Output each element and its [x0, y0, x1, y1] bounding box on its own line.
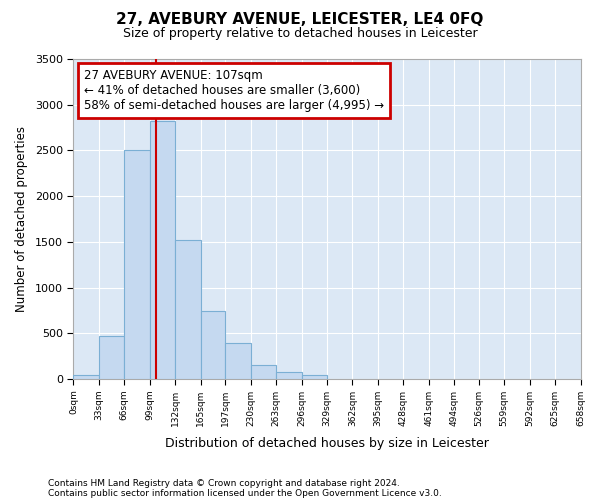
Bar: [251, 366, 276, 379]
Text: Contains HM Land Registry data © Crown copyright and database right 2024.: Contains HM Land Registry data © Crown c…: [48, 478, 400, 488]
X-axis label: Distribution of detached houses by size in Leicester: Distribution of detached houses by size …: [165, 437, 489, 450]
Text: 27 AVEBURY AVENUE: 107sqm
← 41% of detached houses are smaller (3,600)
58% of se: 27 AVEBURY AVENUE: 107sqm ← 41% of detac…: [83, 68, 384, 112]
Bar: [225, 342, 251, 379]
Bar: [124, 150, 150, 379]
Text: 27, AVEBURY AVENUE, LEICESTER, LE4 0FQ: 27, AVEBURY AVENUE, LEICESTER, LE4 0FQ: [116, 12, 484, 28]
Bar: [150, 120, 175, 379]
Bar: [175, 240, 200, 379]
Bar: [99, 336, 124, 379]
Bar: [73, 374, 99, 379]
Y-axis label: Number of detached properties: Number of detached properties: [15, 126, 28, 312]
Text: Contains public sector information licensed under the Open Government Licence v3: Contains public sector information licen…: [48, 488, 442, 498]
Bar: [276, 372, 302, 379]
Text: Size of property relative to detached houses in Leicester: Size of property relative to detached ho…: [122, 28, 478, 40]
Bar: [302, 374, 327, 379]
Bar: [200, 310, 225, 379]
